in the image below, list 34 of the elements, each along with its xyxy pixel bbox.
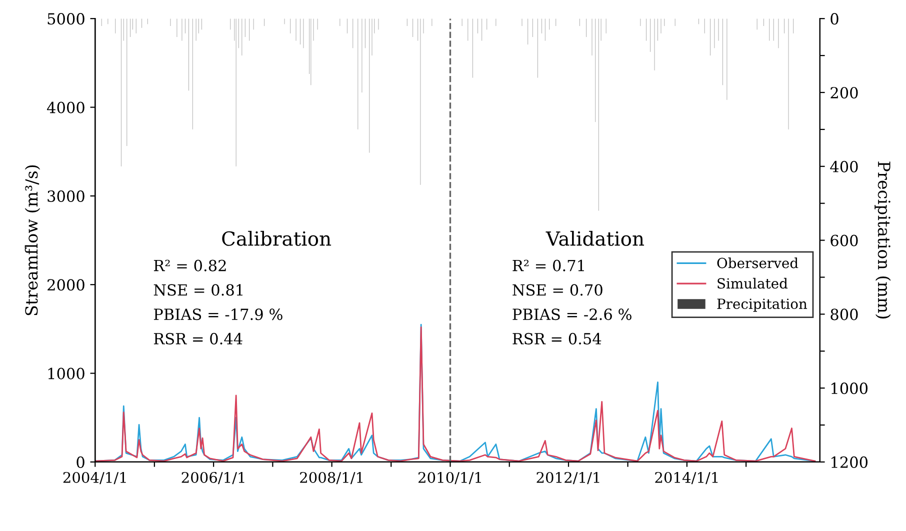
y-tick-label: 1000 [48, 368, 84, 380]
y-tick-label: 5000 [48, 13, 84, 25]
x-tick-label: 2006/1/1 [182, 472, 244, 484]
annotation: Calibration [222, 230, 332, 246]
annotation: PBIAS = -17.9 % [154, 308, 282, 320]
annotation: Validation [546, 230, 644, 246]
y-axis-title: Streamflow (m³/s) [24, 165, 40, 316]
x-tick-label: 2008/1/1 [300, 472, 362, 484]
annotation: NSE = 0.70 [512, 284, 602, 296]
y2-tick-label: 1200 [832, 456, 868, 468]
y2-tick-label: 0 [830, 13, 838, 25]
annotation: RSR = 0.54 [512, 332, 602, 344]
y-tick-label: 4000 [46, 102, 84, 114]
x-tick-label: 2004/1/1 [63, 472, 126, 484]
legend-label: Oberserved [717, 258, 798, 268]
y2-tick-label: 1000 [832, 382, 868, 394]
legend-label: Simulated [718, 278, 788, 289]
annotation: RSR = 0.44 [154, 332, 242, 344]
y2-tick-label: 600 [830, 234, 858, 246]
annotation: R² = 0.82 [154, 260, 226, 272]
annotation: NSE = 0.81 [154, 284, 242, 296]
x-tick-label: 2010/1/1 [418, 472, 481, 484]
y2-axis-title: Precipitation (mm) [874, 162, 891, 318]
annotation: R² = 0.71 [512, 260, 584, 272]
x-tick-label: 2012/1/1 [536, 472, 600, 484]
y2-tick-label: 400 [830, 160, 858, 172]
y-tick-label: 3000 [48, 190, 84, 202]
legend-label: Precipitation [717, 298, 808, 312]
y-tick-label: 2000 [48, 279, 84, 291]
y-tick-label: 0 [76, 456, 84, 468]
y2-tick-label: 200 [830, 86, 858, 99]
annotation: PBIAS = -2.6 % [512, 308, 632, 320]
y2-tick-label: 800 [830, 308, 858, 320]
x-tick-label: 2014/1/1 [655, 472, 718, 484]
